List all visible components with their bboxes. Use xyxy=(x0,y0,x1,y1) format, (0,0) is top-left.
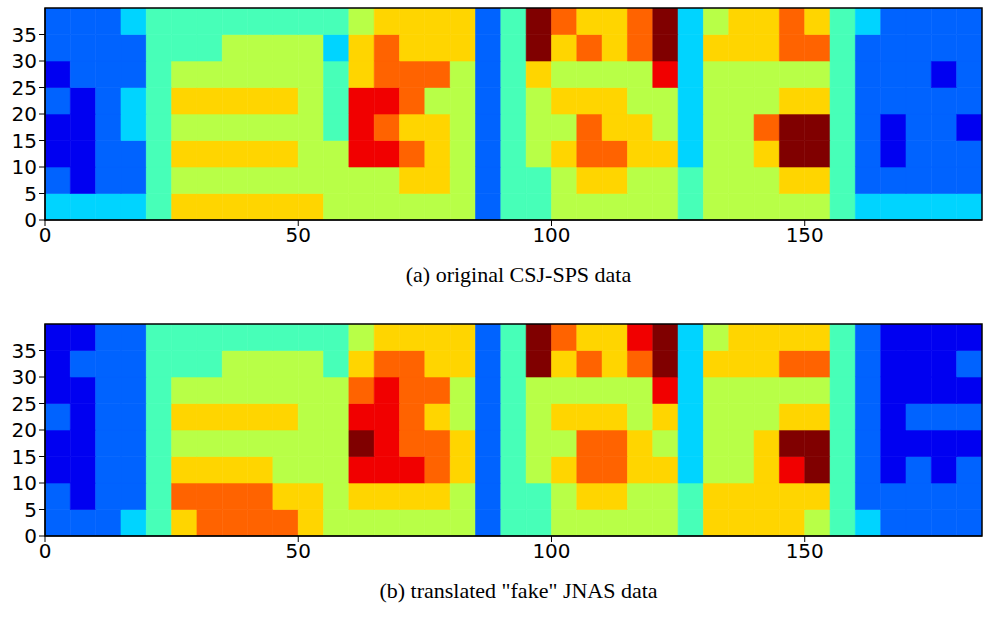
svg-text:10: 10 xyxy=(12,155,37,179)
svg-text:30: 30 xyxy=(12,365,37,389)
svg-text:150: 150 xyxy=(786,539,824,563)
svg-text:15: 15 xyxy=(12,445,37,469)
svg-text:50: 50 xyxy=(286,539,311,563)
svg-text:20: 20 xyxy=(12,418,37,442)
svg-text:10: 10 xyxy=(12,471,37,495)
svg-text:25: 25 xyxy=(12,392,37,416)
html-text:(a) original CSJ-SPS data: (a) original CSJ-SPS data xyxy=(405,262,632,287)
svg-text:0: 0 xyxy=(39,539,52,563)
svg-text:5: 5 xyxy=(24,498,37,522)
svg-text:35: 35 xyxy=(12,23,37,47)
html-text:(b) translated "fake" JNAS dat: (b) translated "fake" JNAS data xyxy=(379,578,658,603)
svg-text:0: 0 xyxy=(24,524,37,548)
svg-text:0: 0 xyxy=(24,208,37,232)
svg-text:0: 0 xyxy=(39,223,52,247)
svg-text:100: 100 xyxy=(532,539,570,563)
svg-text:100: 100 xyxy=(532,223,570,247)
svg-text:150: 150 xyxy=(786,223,824,247)
svg-text:25: 25 xyxy=(12,76,37,100)
svg-text:35: 35 xyxy=(12,339,37,363)
svg-text:5: 5 xyxy=(24,182,37,206)
svg-text:15: 15 xyxy=(12,129,37,153)
svg-text:50: 50 xyxy=(286,223,311,247)
svg-text:20: 20 xyxy=(12,102,37,126)
svg-text:30: 30 xyxy=(12,49,37,73)
